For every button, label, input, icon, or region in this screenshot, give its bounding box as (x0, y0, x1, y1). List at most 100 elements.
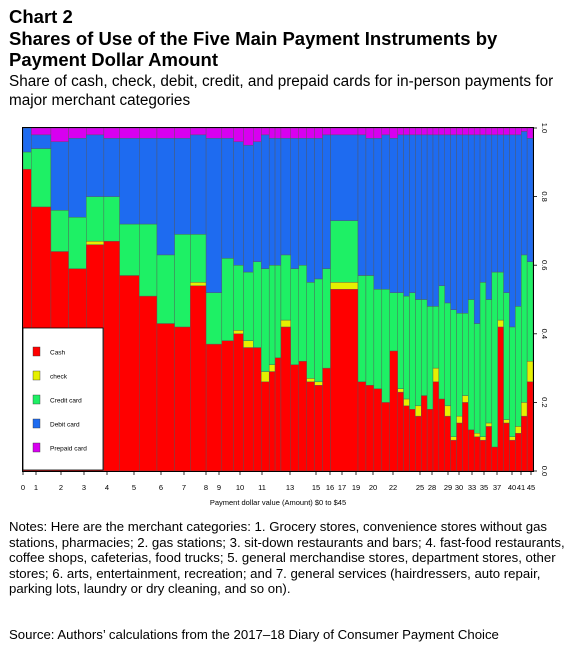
bar-segment-credit-card (298, 265, 307, 362)
bar-segment-prepaid-card (190, 127, 207, 136)
x-tick-label: 35 (480, 483, 488, 492)
bar-segment-debit-card (274, 138, 282, 266)
x-tick-label: 30 (455, 483, 463, 492)
bar-segment-prepaid-card (462, 127, 469, 136)
x-tick-label: 3 (82, 483, 86, 492)
bar-segment-cash (456, 422, 463, 472)
x-tick-label: 4 (105, 483, 109, 492)
bar-segment-cash (421, 395, 428, 472)
x-tick-label: 2 (59, 483, 63, 492)
bar-segment-debit-card (389, 138, 398, 293)
x-tick-label: 5 (132, 483, 136, 492)
bar-segment-prepaid-card (280, 127, 291, 139)
bar-segment-credit-card (139, 223, 158, 297)
bar-segment-cash (205, 343, 223, 472)
bar-segment-cash (468, 429, 475, 472)
bar-segment-credit-card (174, 234, 191, 328)
bar-segment-debit-card (31, 134, 52, 149)
bar-segment-cash (103, 240, 120, 472)
bar-segment-check (86, 240, 105, 245)
bar-segment-cash (415, 415, 422, 472)
bar-segment-cash (274, 357, 282, 472)
bar-segment-debit-card (233, 141, 244, 266)
bar-segment-debit-card (190, 134, 207, 235)
bar-segment-debit-card (381, 134, 390, 290)
bar-segment-prepaid-card (357, 127, 367, 136)
bar-segment-debit-card (174, 138, 191, 235)
bar-segment-prepaid-card (86, 127, 105, 136)
x-tick-label: 33 (468, 483, 476, 492)
bar-segment-prepaid-card (119, 127, 140, 139)
bar-segment-credit-card (50, 210, 69, 252)
legend-swatch (32, 370, 41, 381)
bar-segment-credit-card (515, 306, 522, 427)
legend-label: Debit card (50, 422, 80, 429)
x-tick-label: 29 (444, 483, 452, 492)
bar-segment-credit-card (397, 292, 404, 389)
y-tick-label: 0.2 (540, 397, 549, 407)
bar-segment-debit-card (438, 134, 445, 286)
bar-segment-credit-card (389, 292, 398, 352)
bar-segment-debit-card (479, 134, 487, 283)
bar-segment-check (314, 381, 323, 386)
bar-segment-prepaid-card (253, 127, 262, 142)
bar-segment-check (415, 405, 422, 417)
plot-frame (22, 127, 534, 472)
bar-segment-debit-card (50, 141, 69, 211)
bar-segment-prepaid-card (456, 127, 463, 136)
x-tick-label: 22 (389, 483, 397, 492)
bar-segment-credit-card (479, 282, 487, 437)
bar-segment-check (456, 415, 463, 424)
bar-segment-cash (403, 405, 410, 472)
bar-segment-prepaid-card (68, 127, 87, 139)
bar-segment-credit-card (381, 289, 390, 403)
bar-segment-credit-card (444, 302, 451, 407)
bar-segment-debit-card (290, 138, 299, 269)
bar-segment-cash (526, 381, 534, 472)
chart-subtitle: Share of cash, check, debit, credit, and… (9, 73, 554, 109)
bar-segment-prepaid-card (426, 127, 434, 136)
bar-segment-cash (330, 289, 359, 472)
bar-segment-credit-card (509, 326, 516, 437)
notes-text: Notes: Here are the merchant categories:… (9, 519, 565, 596)
bar-segment-credit-card (373, 289, 383, 389)
x-tick-label: 40 (508, 483, 516, 492)
bar-segment-prepaid-card (365, 127, 375, 139)
bar-segment-credit-card (290, 268, 299, 365)
bar-segment-debit-card (373, 138, 383, 290)
bar-segment-check (243, 340, 254, 348)
legend-label: Credit card (50, 398, 82, 405)
bar-segment-debit-card (421, 134, 428, 300)
bar-segment-debit-card (509, 134, 516, 328)
x-tick-label: 7 (182, 483, 186, 492)
bar-segment-credit-card (243, 271, 254, 341)
bar-segment-credit-card (280, 254, 291, 321)
bar-segment-check (503, 419, 510, 424)
bar-segment-check (330, 282, 359, 290)
bar-segment-credit-card (274, 265, 282, 359)
bar-segment-credit-card (31, 148, 52, 208)
bar-segment-check (233, 330, 244, 334)
bar-segment-cash (432, 381, 440, 472)
bar-segment-credit-card (426, 306, 434, 410)
bar-segment-cash (444, 415, 451, 472)
bar-segment-check (403, 398, 410, 407)
legend-label: Cash (50, 350, 66, 357)
bar-segment-prepaid-card (415, 127, 422, 136)
bar-segment-cash (409, 409, 416, 472)
bar-segment-debit-card (205, 138, 223, 293)
bar-segment-credit-card (190, 234, 207, 283)
chart-title: Shares of Use of the Five Main Payment I… (9, 28, 498, 70)
bar-segment-cash (233, 333, 244, 472)
x-tick-label: 17 (338, 483, 346, 492)
bar-segment-prepaid-card (438, 127, 445, 136)
bar-segment-debit-card (426, 134, 434, 307)
bar-segment-credit-card (119, 223, 140, 276)
bar-segment-cash (253, 347, 262, 472)
x-tick-label: 19 (352, 483, 360, 492)
bar-segment-credit-card (503, 292, 510, 420)
bar-segment-debit-card (268, 138, 276, 266)
bar-segment-prepaid-card (491, 127, 498, 136)
bar-segment-credit-card (526, 261, 534, 362)
bar-segment-credit-card (432, 306, 440, 369)
